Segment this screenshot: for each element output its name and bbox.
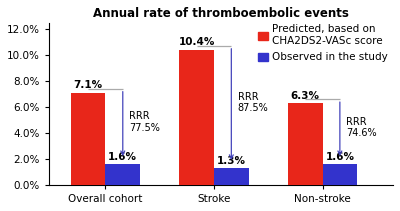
Text: 87.5%: 87.5%: [238, 103, 268, 113]
Legend: Predicted, based on
CHA2DS2-VASc score, Observed in the study: Predicted, based on CHA2DS2-VASc score, …: [258, 24, 388, 62]
Bar: [179, 50, 214, 185]
Text: RRR: RRR: [238, 92, 258, 102]
Text: 6.3%: 6.3%: [291, 91, 320, 101]
Text: 77.5%: 77.5%: [129, 123, 160, 133]
Text: 7.1%: 7.1%: [74, 80, 103, 90]
Text: 1.6%: 1.6%: [108, 152, 137, 162]
Text: 10.4%: 10.4%: [178, 38, 215, 47]
Text: 1.6%: 1.6%: [325, 152, 354, 162]
Bar: [288, 103, 322, 185]
Text: RRR: RRR: [346, 116, 367, 127]
Text: 1.3%: 1.3%: [217, 156, 246, 166]
Bar: [71, 93, 106, 185]
Bar: [214, 168, 249, 185]
Text: 74.6%: 74.6%: [346, 128, 377, 138]
Bar: [106, 164, 140, 185]
Bar: [322, 164, 357, 185]
Text: RRR: RRR: [129, 111, 150, 121]
Title: Annual rate of thromboembolic events: Annual rate of thromboembolic events: [93, 7, 349, 20]
